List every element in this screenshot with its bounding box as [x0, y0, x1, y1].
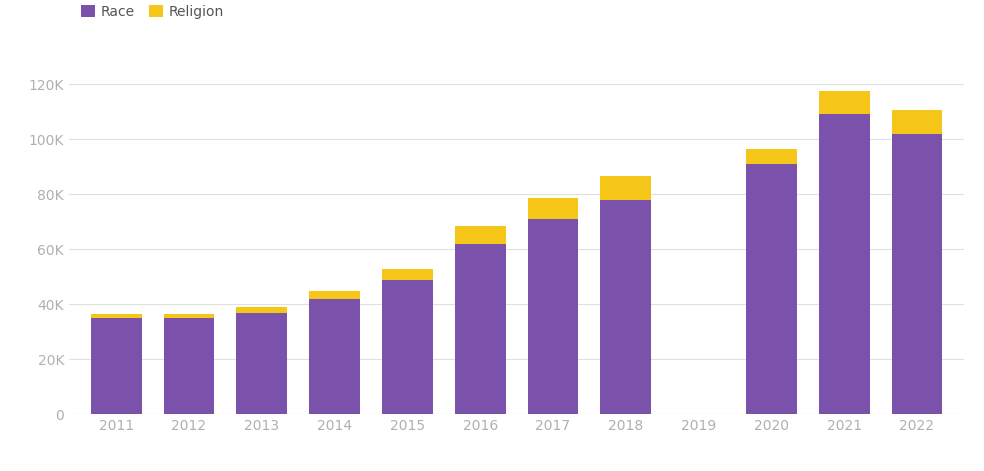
Bar	[455, 244, 506, 414]
Bar	[819, 114, 870, 414]
Bar	[236, 307, 287, 313]
Bar	[91, 314, 142, 318]
Bar	[382, 268, 433, 280]
Bar	[455, 226, 506, 244]
Bar	[527, 198, 579, 219]
Bar	[382, 280, 433, 414]
Bar	[163, 318, 215, 414]
Bar	[892, 134, 943, 414]
Bar	[236, 313, 287, 414]
Bar	[892, 110, 943, 134]
Bar	[600, 200, 651, 414]
Bar	[819, 91, 870, 114]
Bar	[163, 314, 215, 318]
Bar	[309, 299, 360, 414]
Bar	[91, 318, 142, 414]
Legend: Race, Religion: Race, Religion	[76, 0, 229, 24]
Bar	[746, 149, 797, 164]
Bar	[309, 291, 360, 299]
Bar	[527, 219, 579, 414]
Bar	[600, 176, 651, 200]
Bar	[746, 164, 797, 414]
